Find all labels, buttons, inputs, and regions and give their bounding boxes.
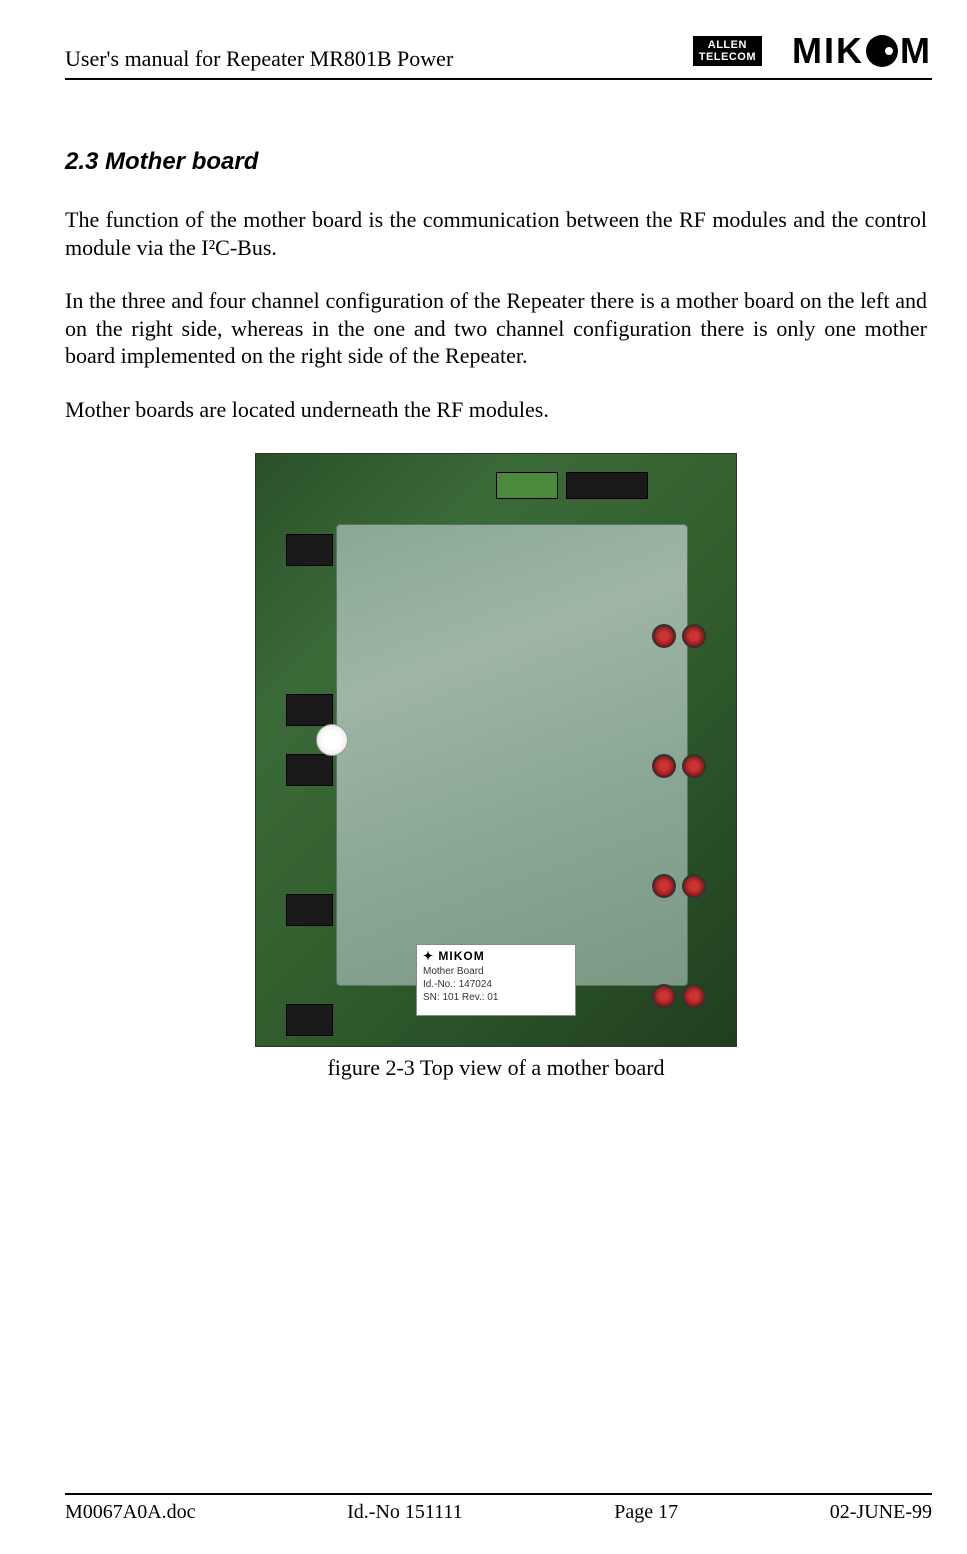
logo-text-line2: TELECOM <box>699 51 756 63</box>
section-heading: 2.3 Mother board <box>65 148 927 176</box>
footer-doc: M0067A0A.doc <box>65 1501 196 1524</box>
mikom-logo-post: M <box>900 30 932 72</box>
paragraph-1: The function of the mother board is the … <box>65 206 927 261</box>
logo-text-line1: ALLEN <box>708 39 747 51</box>
rotary-switch-icon <box>652 984 676 1008</box>
paragraph-3: Mother boards are located underneath the… <box>65 396 927 424</box>
rotary-switch-icon <box>652 754 676 778</box>
connector-icon <box>566 472 648 499</box>
footer-id: Id.-No 151111 <box>347 1501 463 1524</box>
paragraph-2: In the three and four channel configurat… <box>65 287 927 370</box>
sticker-line3: SN: 101 Rev.: 01 <box>423 991 569 1004</box>
connector-icon <box>286 694 333 726</box>
sticker-line1: Mother Board <box>423 965 569 978</box>
mikom-logo: MIK M <box>792 30 932 72</box>
mikom-circle-icon <box>866 35 898 67</box>
connector-icon <box>286 894 333 926</box>
header-title: User's manual for Repeater MR801B Power <box>65 46 453 72</box>
sticker-line2: Id.-No.: 147024 <box>423 978 569 991</box>
board-panel <box>336 524 688 986</box>
connector-icon <box>286 534 333 566</box>
connector-icon <box>286 754 333 786</box>
rotary-switch-icon <box>652 624 676 648</box>
rotary-switch-icon <box>652 874 676 898</box>
footer-date: 02-JUNE-99 <box>830 1501 932 1524</box>
header-logos: ALLEN TELECOM MIK M <box>693 30 932 72</box>
footer-page: Page 17 <box>614 1501 678 1524</box>
connector-icon <box>286 1004 333 1036</box>
page-header: User's manual for Repeater MR801B Power … <box>65 30 932 80</box>
board-label-sticker: ✦ MIKOM Mother Board Id.-No.: 147024 SN:… <box>416 944 576 1016</box>
sticker-brand: ✦ MIKOM <box>423 949 569 965</box>
rotary-switch-icon <box>682 874 706 898</box>
page-footer: M0067A0A.doc Id.-No 151111 Page 17 02-JU… <box>65 1493 932 1524</box>
figure-caption: figure 2-3 Top view of a mother board <box>65 1055 927 1081</box>
figure: ✦ MIKOM Mother Board Id.-No.: 147024 SN:… <box>65 453 927 1081</box>
capacitor-icon <box>316 724 348 756</box>
content-body: 2.3 Mother board The function of the mot… <box>35 80 932 1493</box>
motherboard-photo: ✦ MIKOM Mother Board Id.-No.: 147024 SN:… <box>255 453 737 1047</box>
allen-telecom-logo: ALLEN TELECOM <box>693 36 762 66</box>
page: User's manual for Repeater MR801B Power … <box>0 0 967 1554</box>
rotary-switch-icon <box>682 754 706 778</box>
mikom-logo-pre: MIK <box>792 30 864 72</box>
rotary-switch-icon <box>682 624 706 648</box>
connector-icon <box>496 472 558 499</box>
rotary-switch-icon <box>682 984 706 1008</box>
